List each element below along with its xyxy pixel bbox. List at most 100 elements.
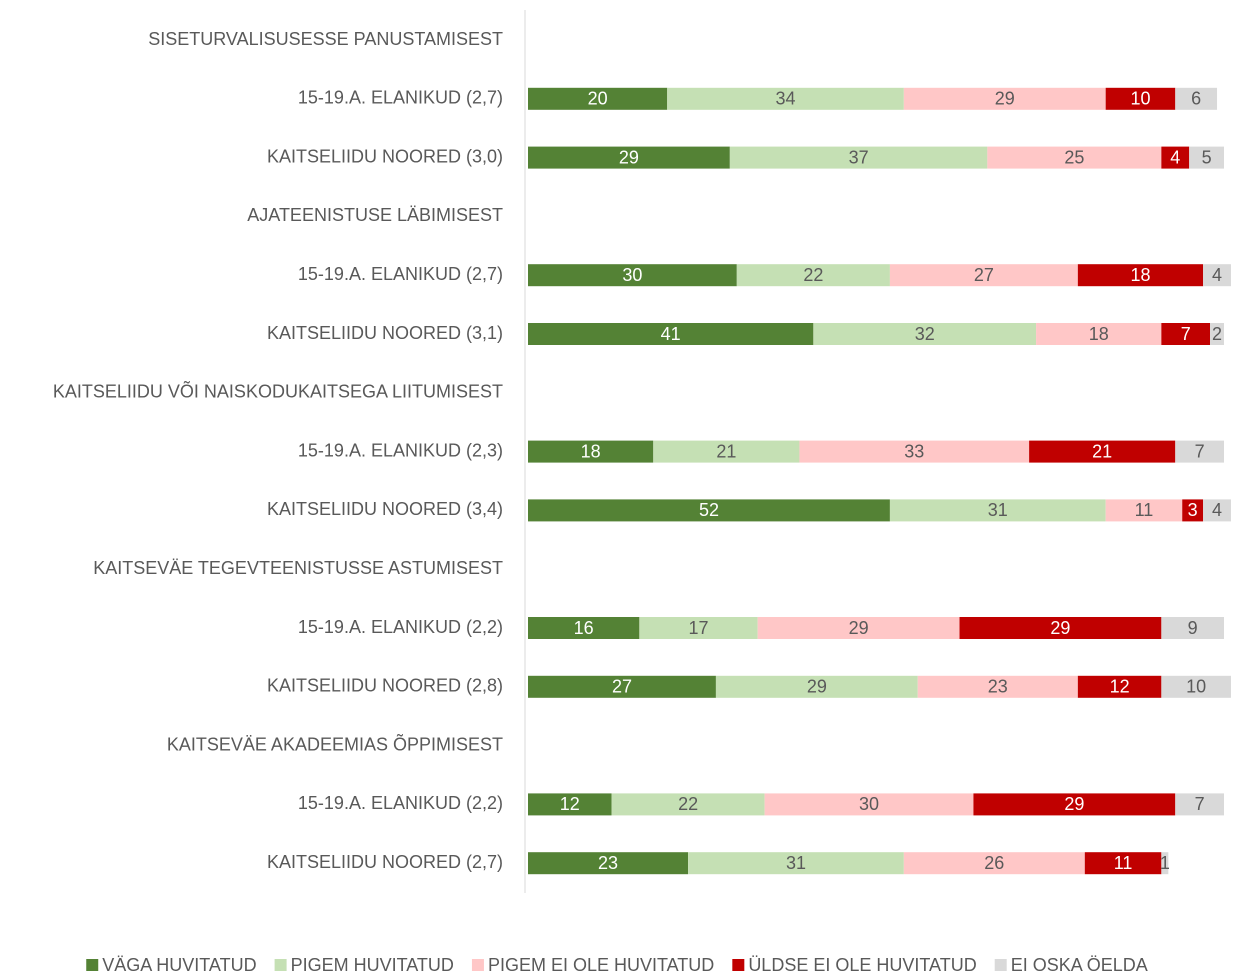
- data-label: 30: [622, 265, 642, 285]
- data-label: 7: [1195, 794, 1205, 814]
- category-label: KAITSELIIDU VÕI NAISKODUKAITSEGA LIITUMI…: [53, 381, 503, 402]
- data-label: 30: [859, 794, 879, 814]
- data-label: 18: [1130, 265, 1150, 285]
- bar-segment: [1182, 499, 1204, 522]
- data-label: 20: [588, 89, 608, 109]
- data-label: 26: [984, 853, 1004, 873]
- bar-segment: [1189, 146, 1224, 169]
- data-label: 22: [803, 265, 823, 285]
- bar-segment: [528, 852, 689, 875]
- data-label: 29: [807, 677, 827, 697]
- bar-segment: [667, 87, 904, 110]
- bar-segment: [653, 440, 800, 463]
- bar-segment: [528, 264, 737, 287]
- data-label: 9: [1188, 618, 1198, 638]
- bar-segment: [736, 264, 890, 287]
- data-label: 29: [1064, 794, 1084, 814]
- data-label: 12: [560, 794, 580, 814]
- bar-segment: [715, 675, 918, 698]
- category-label: KAITSEVÄE AKADEEMIAS ÕPPIMISEST: [167, 733, 503, 754]
- data-label: 29: [995, 89, 1015, 109]
- legend-swatch: [994, 959, 1007, 971]
- bar-segment: [729, 146, 988, 169]
- data-label: 7: [1181, 324, 1191, 344]
- bar-segment: [917, 675, 1078, 698]
- data-label: 4: [1212, 265, 1222, 285]
- bar-segment: [639, 617, 758, 639]
- data-label: 18: [581, 441, 601, 461]
- bar-segment: [688, 852, 904, 875]
- bar-segment: [1084, 852, 1162, 875]
- data-label: 11: [1114, 853, 1133, 873]
- data-label: 29: [1050, 618, 1070, 638]
- data-label: 34: [776, 89, 796, 109]
- category-label: KAITSELIIDU NOORED (2,7): [267, 852, 503, 872]
- data-label: 10: [1186, 677, 1206, 697]
- data-label: 2: [1212, 324, 1222, 344]
- data-label: 25: [1064, 147, 1084, 167]
- bar-segment: [1175, 440, 1224, 463]
- data-label: 27: [612, 677, 632, 697]
- bar-segment: [528, 617, 640, 639]
- data-label: 21: [716, 441, 736, 461]
- data-label: 3: [1188, 500, 1198, 520]
- data-label: 5: [1202, 147, 1212, 167]
- bar-segment: [1203, 499, 1231, 522]
- bar-segment: [1029, 440, 1176, 463]
- bar-segment: [528, 793, 612, 816]
- data-label: 52: [699, 500, 719, 520]
- legend-label: PIGEM EI OLE HUVITATUD: [488, 955, 714, 975]
- data-label: 10: [1130, 89, 1150, 109]
- category-label: 15-19.A. ELANIKUD (2,2): [298, 617, 503, 637]
- bar-segment: [528, 146, 730, 169]
- bar-segment: [1210, 323, 1224, 345]
- category-label: 15-19.A. ELANIKUD (2,7): [298, 88, 503, 108]
- bar-segment: [1036, 323, 1162, 345]
- bar-segment: [1161, 852, 1169, 875]
- data-label: 41: [661, 324, 681, 344]
- category-label: KAITSELIIDU NOORED (3,1): [267, 323, 503, 343]
- data-label: 6: [1191, 89, 1201, 109]
- data-label: 31: [786, 853, 806, 873]
- data-label: 29: [849, 618, 869, 638]
- data-label: 1: [1160, 853, 1170, 873]
- bar-segment: [1161, 146, 1190, 169]
- bar-segment: [757, 617, 960, 639]
- category-label: 15-19.A. ELANIKUD (2,2): [298, 793, 503, 813]
- bar-segment: [528, 499, 890, 522]
- legend-label: EI OSKA ÖELDA: [1011, 955, 1148, 975]
- data-label: 12: [1110, 677, 1130, 697]
- bar-segment: [1161, 617, 1224, 639]
- data-label: 11: [1135, 500, 1154, 520]
- data-label: 29: [619, 147, 639, 167]
- bar-segment: [1161, 323, 1211, 345]
- legend-swatch: [274, 959, 287, 971]
- bar-segment: [987, 146, 1162, 169]
- legend-swatch: [732, 959, 745, 971]
- data-label: 7: [1195, 441, 1205, 461]
- data-label: 21: [1092, 441, 1112, 461]
- bar-segment: [959, 617, 1162, 639]
- bar-segment: [813, 323, 1037, 345]
- bar-segment: [889, 499, 1106, 522]
- category-label: 15-19.A. ELANIKUD (2,3): [298, 440, 503, 460]
- data-label: 22: [678, 794, 698, 814]
- category-label: KAITSEVÄE TEGEVTEENISTUSSE ASTUMISEST: [93, 558, 503, 578]
- category-label: 15-19.A. ELANIKUD (2,7): [298, 264, 503, 284]
- legend-swatch: [471, 959, 484, 971]
- bar-segment: [528, 87, 668, 110]
- bar-segment: [1105, 87, 1176, 110]
- legend-label: PIGEM HUVITATUD: [291, 955, 454, 975]
- data-label: 16: [574, 618, 594, 638]
- data-label: 31: [988, 500, 1008, 520]
- bar-segment: [889, 264, 1078, 287]
- bar-segment: [1077, 675, 1162, 698]
- data-label: 27: [974, 265, 994, 285]
- data-label: 33: [904, 441, 924, 461]
- data-label: 17: [689, 618, 709, 638]
- data-label: 23: [598, 853, 618, 873]
- data-label: 37: [849, 147, 869, 167]
- bar-segment: [1203, 264, 1231, 287]
- category-label: KAITSELIIDU NOORED (3,4): [267, 499, 503, 519]
